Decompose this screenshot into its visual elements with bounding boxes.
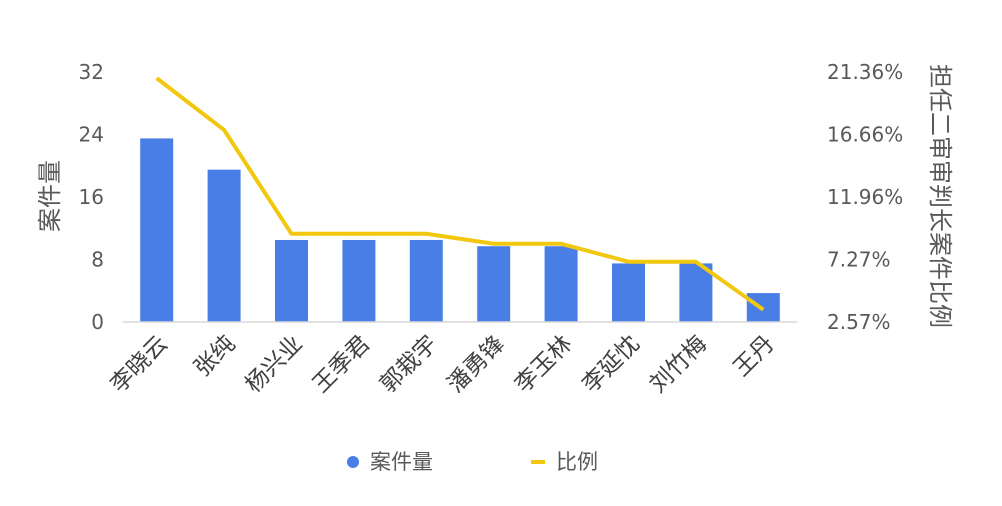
bar — [342, 239, 376, 322]
category-label: 潘勇锋 — [443, 331, 510, 398]
right-tick-label: 21.36% — [827, 60, 903, 84]
series-line — [155, 76, 765, 312]
left-tick-label: 0 — [91, 310, 104, 334]
bar — [207, 169, 241, 322]
category-label: 郭栽宇 — [375, 331, 442, 398]
category-label: 张纯 — [189, 331, 240, 382]
legend-bar-label: 案件量 — [370, 450, 433, 474]
category-label: 刘竹梅 — [645, 331, 712, 398]
bar — [140, 138, 174, 322]
bar — [612, 263, 645, 322]
category-label: 王季君 — [308, 331, 375, 398]
right-axis-ticks: 2.57% 7.27% 11.96% 16.66% 21.36% — [827, 60, 903, 334]
left-axis-title: 案件量 — [36, 160, 64, 232]
category-labels: 李晓云 张纯 杨兴业 王季君 郭栽宇 潘勇锋 李玉林 李延忱 刘竹梅 王丹 — [106, 331, 780, 398]
bar — [409, 239, 443, 322]
left-tick-label: 16 — [79, 185, 104, 209]
category-label: 王丹 — [729, 331, 780, 382]
legend: 案件量 比例 — [347, 450, 598, 474]
right-axis-title: 担任二审审判长案件比例 — [926, 64, 954, 328]
category-label: 李延忱 — [578, 331, 645, 398]
legend-bar-marker — [347, 456, 359, 468]
left-tick-label: 32 — [79, 60, 104, 84]
right-tick-label: 11.96% — [827, 185, 903, 209]
category-label: 李玉林 — [510, 331, 577, 398]
right-tick-label: 7.27% — [827, 247, 891, 271]
category-label: 杨兴业 — [241, 331, 308, 398]
right-tick-label: 2.57% — [827, 310, 891, 334]
left-axis-ticks: 0 8 16 24 32 — [79, 60, 104, 334]
bar — [544, 246, 578, 322]
bar — [477, 246, 511, 322]
right-tick-label: 16.66% — [827, 123, 903, 147]
category-label: 李晓云 — [106, 331, 173, 398]
bar — [679, 263, 713, 322]
bar — [275, 239, 308, 322]
bar-series — [140, 138, 780, 322]
left-tick-label: 8 — [91, 248, 104, 272]
left-tick-label: 24 — [79, 123, 104, 147]
line-series — [155, 76, 765, 312]
legend-line-label: 比例 — [556, 450, 598, 474]
